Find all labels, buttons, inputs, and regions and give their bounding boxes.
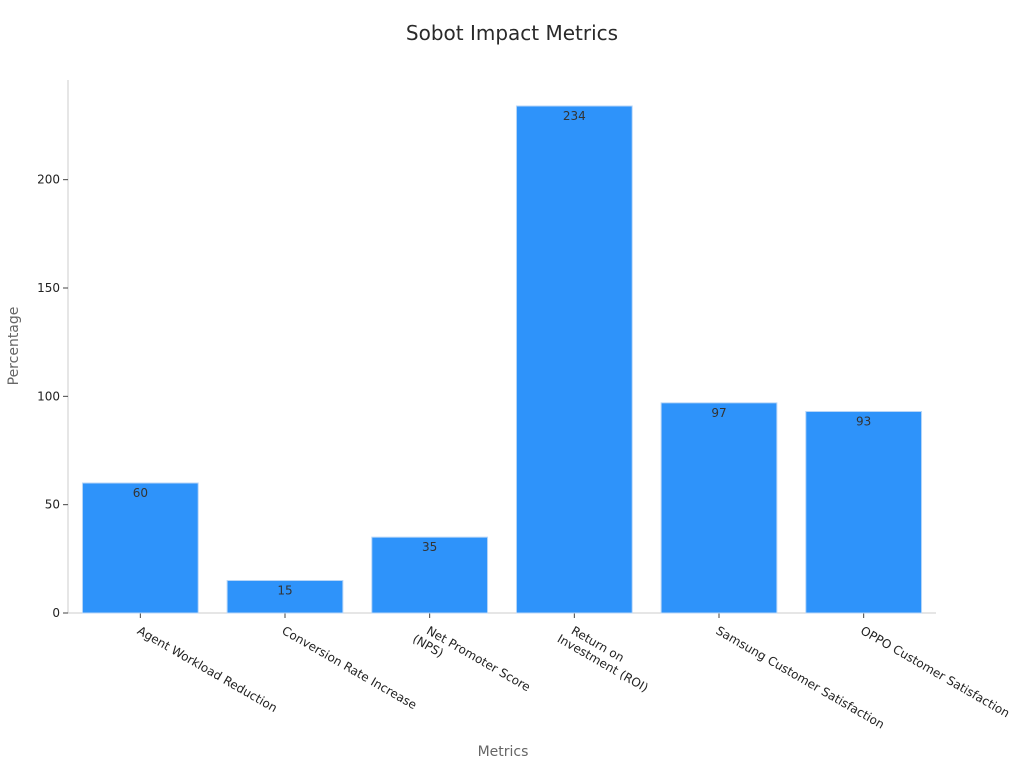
y-tick-label: 0 [52,606,60,620]
x-tick-label-line: Samsung Customer Satisfaction [714,623,887,731]
x-tick-label-line: Conversion Rate Increase [280,623,420,712]
x-tick-labels: Agent Workload Reduction Conversion Rate … [135,619,1012,731]
bar-data-label: 35 [422,540,437,554]
x-tick-label: Agent Workload Reduction [135,623,280,715]
x-axis [68,612,936,618]
bar [226,580,344,614]
x-tick-label-line: Agent Workload Reduction [135,623,280,715]
x-tick-label: Return onInvestment (ROI) [555,619,658,694]
bar [660,402,778,614]
x-tick-label: Conversion Rate Increase [280,623,420,712]
y-tick-label: 50 [45,498,60,512]
x-tick-label-line: Net Promoter Score [424,623,533,694]
x-tick-label-line: OPPO Customer Satisfaction [858,623,1012,720]
x-tick-label: Samsung Customer Satisfaction [714,623,887,731]
x-tick-label: Net Promoter Score(NPS) [410,619,533,706]
y-tick-label: 100 [37,389,60,403]
y-tick-label: 150 [37,281,60,295]
bar-data-label: 234 [563,109,586,123]
y-axis: 0 50 100 150 200 [37,80,69,620]
x-tick-label: OPPO Customer Satisfaction [858,623,1012,720]
bar-data-labels: 60 15 35 234 97 93 [133,109,872,598]
bar-series [81,105,923,614]
chart-title: Sobot Impact Metrics [406,21,618,45]
y-tick-label: 200 [37,173,60,187]
bar-data-label: 60 [133,486,148,500]
bar-data-label: 97 [711,406,726,420]
bar [371,536,489,614]
y-axis-title: Percentage [6,307,22,386]
bar [805,411,923,614]
bar-data-label: 93 [856,415,871,429]
x-axis-title: Metrics [478,744,529,760]
bar [515,105,633,614]
bar [81,482,199,614]
bar-data-label: 15 [277,584,292,598]
